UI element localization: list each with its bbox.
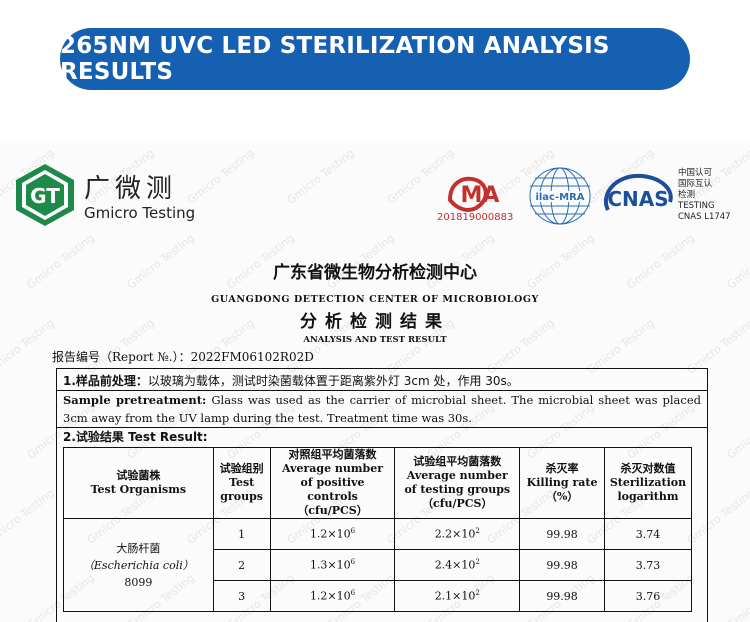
group-cell: 3: [212, 580, 271, 612]
sterilization-log-cell: 3.74: [603, 518, 693, 550]
killing-rate-cell: 99.98: [519, 580, 605, 612]
pretreatment-en: Sample pretreatment: Glass was used as t…: [63, 391, 701, 427]
header-group-en: Test groups: [220, 476, 264, 503]
header-log-cn: 杀灭对数值: [620, 462, 676, 475]
header-control-en: Average number of positive controls: [282, 462, 384, 503]
cma-number: 201819000883: [437, 212, 514, 223]
testing-mantissa: 2.2×10: [434, 527, 476, 541]
ilac-label: ilac-MRA: [535, 192, 584, 203]
killing-rate-cell: 99.98: [519, 518, 605, 550]
control-exponent: 6: [350, 558, 356, 567]
header-organism-en: Test Organisms: [90, 483, 187, 496]
header-testing: 试验组平均菌落数 Average number of testing groups…: [394, 447, 521, 519]
header-testing-unit: （cfu/PCS）: [422, 497, 493, 510]
pretreatment-cn: 1.样品前处理：以玻璃为载体，测试时染菌载体置于距离紫外灯 3cm 处，作用 3…: [63, 372, 519, 389]
control-mantissa: 1.2×10: [309, 589, 351, 603]
header-kill-unit: （%）: [545, 490, 579, 503]
title-banner: 265NM UVC LED STERILIZATION ANALYSIS RES…: [60, 28, 690, 90]
table-row: 大肠杆菌 （Escherichia coli） 8099 1 1.2×106 2…: [63, 518, 693, 612]
testing-exponent: 2: [475, 558, 480, 567]
header-kill-cn: 杀灭率: [545, 462, 579, 475]
sterilization-log-cell: 3.76: [603, 580, 693, 612]
organism-latin: （Escherichia coli）: [82, 558, 194, 572]
cma-label: MA: [461, 183, 500, 208]
pretreatment-en-label: Sample pretreatment:: [63, 393, 207, 407]
report-number: 报告编号（Report №.）：2022FM06102R02D: [52, 350, 314, 364]
control-cell: 1.3×106: [269, 549, 396, 581]
cnas-info-line: 检测: [678, 190, 696, 200]
organism-strain: 8099: [124, 575, 153, 589]
header-testing-cn: 试验组平均菌落数: [413, 455, 502, 468]
header-control-unit: （cfu/PCS）: [297, 504, 368, 517]
divider: [57, 390, 707, 391]
brand-name-en: Gmicro Testing: [84, 204, 196, 222]
control-exponent: 6: [350, 589, 356, 598]
group-cell: 1: [212, 518, 271, 550]
header-kill-en: Killing rate: [526, 476, 598, 489]
pretreatment-cn-text: 以玻璃为载体，测试时染菌载体置于距离紫外灯 3cm 处，作用 30s。: [147, 374, 519, 388]
watermark-text: Gmicro Testing: [0, 486, 57, 547]
testing-exponent: 2: [475, 527, 480, 536]
header-killing-rate: 杀灭率 Killing rate （%）: [519, 447, 605, 519]
table-header-row: 试验菌株 Test Organisms 试验组别 Test groups 对照组平均…: [63, 447, 693, 519]
logo-letters: GT: [30, 184, 60, 208]
control-cell: 1.2×106: [269, 518, 396, 550]
table-row: 3 1.2×106 2.1×102 99.98 3.76: [64, 580, 693, 612]
organism-cn: 大肠杆菌: [116, 541, 161, 555]
header-organism-cn: 试验菌株: [116, 469, 161, 482]
watermark-text: Gmicro Testing: [184, 146, 257, 207]
header-organism: 试验菌株 Test Organisms: [63, 447, 214, 519]
cma-logo-icon: MA: [447, 176, 500, 212]
header-control: 对照组平均菌落数 Average number of positive contr…: [269, 447, 396, 519]
testing-cell: 2.4×102: [394, 549, 521, 581]
sterilization-log-cell: 3.73: [603, 549, 693, 581]
test-result-heading: 2.试验结果 Test Result:: [63, 430, 208, 444]
pretreatment-cn-label: 1.样品前处理：: [63, 374, 148, 388]
cnas-info-line: TESTING: [678, 201, 715, 211]
banner-title: 265NM UVC LED STERILIZATION ANALYSIS RES…: [60, 33, 610, 85]
cnas-info-line: 中国认可: [678, 168, 713, 178]
gmicro-logo-icon: GT: [16, 164, 74, 226]
cnas-info-line: CNAS L1747: [678, 212, 731, 222]
center-title-en: GUANGDONG DETECTION CENTER OF MICROBIOLO…: [211, 294, 539, 305]
header-testing-en: Average number of testing groups: [404, 469, 511, 496]
header-log-en: Sterilization logarithm: [609, 476, 687, 503]
pretreatment-en-text: Glass was used as the carrier of microbi…: [63, 393, 701, 425]
testing-mantissa: 2.4×10: [434, 558, 476, 572]
brand-name-cn: 广微测: [84, 174, 178, 204]
cnas-logo-icon: CNAS: [604, 173, 673, 211]
header-group: 试验组别 Test groups: [212, 447, 271, 519]
result-title-en: ANALYSIS AND TEST RESULT: [303, 335, 447, 345]
cnas-info: 中国认可 国际互认 检测 TESTING CNAS L1747: [678, 168, 731, 223]
group-cell: 2: [212, 549, 271, 581]
table-row: 2 1.3×106 2.4×102 99.98 3.73: [64, 549, 693, 581]
control-mantissa: 1.3×10: [309, 558, 351, 572]
center-title-cn: 广东省微生物分析检测中心: [273, 263, 477, 283]
testing-mantissa: 2.1×10: [434, 589, 476, 603]
testing-exponent: 2: [475, 589, 480, 598]
divider: [57, 427, 707, 428]
cnas-info-line: 国际互认: [678, 179, 713, 189]
results-box: 1.样品前处理：以玻璃为载体，测试时染菌载体置于距离紫外灯 3cm 处，作用 3…: [56, 368, 708, 622]
control-cell: 1.2×106: [269, 580, 396, 612]
header-sterilization-log: 杀灭对数值 Sterilization logarithm: [603, 447, 693, 519]
result-title-cn: 分析检测结果: [300, 312, 450, 332]
ilac-mra-logo-icon: ilac-MRA: [529, 167, 591, 225]
organism-cell: 大肠杆菌 （Escherichia coli） 8099: [63, 518, 214, 612]
results-table: 试验菌株 Test Organisms 试验组别 Test groups 对照组平均…: [63, 447, 693, 612]
cnas-label: CNAS: [607, 187, 668, 211]
header-control-cn: 对照组平均菌落数: [288, 448, 377, 461]
report-document: Gmicro Testing Gmicro Testing Gmicro Testi…: [0, 140, 750, 622]
testing-cell: 2.1×102: [394, 580, 521, 612]
testing-cell: 2.2×102: [394, 518, 521, 550]
header-group-cn: 试验组别: [219, 462, 264, 475]
control-mantissa: 1.2×10: [309, 527, 351, 541]
control-exponent: 6: [350, 527, 356, 536]
killing-rate-cell: 99.98: [519, 549, 605, 581]
watermark-text: Gmicro Testing: [724, 401, 750, 462]
watermark-text: Gmicro Testing: [724, 571, 750, 622]
watermark-text: Gmicro Testing: [284, 146, 357, 207]
